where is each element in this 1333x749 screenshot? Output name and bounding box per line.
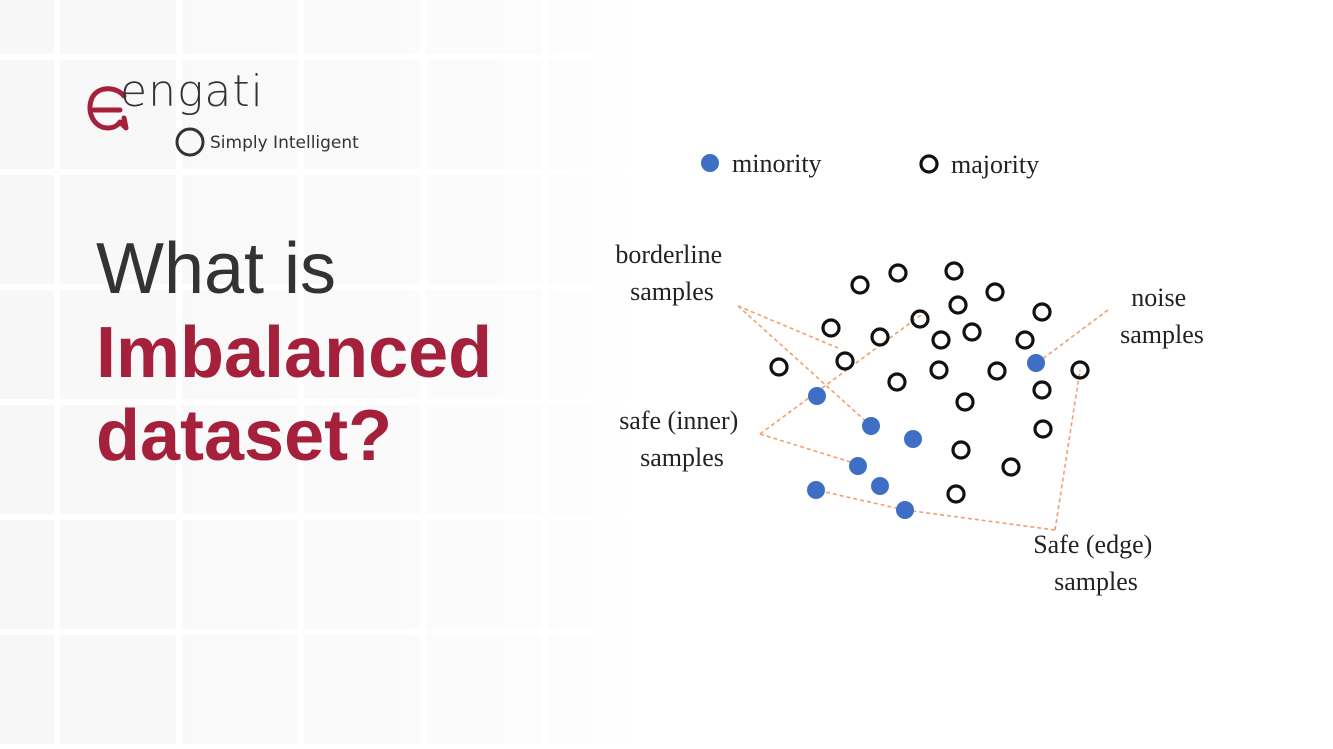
legend-majority-label: majority xyxy=(951,150,1039,179)
label-borderline: borderline samples xyxy=(615,240,728,306)
headline-line-2: Imbalanced xyxy=(96,312,493,393)
label-noise-line1: noise xyxy=(1131,283,1186,312)
engati-logo: engati Simply Intelligent xyxy=(86,70,386,166)
chat-bubble-icon xyxy=(87,86,129,131)
page-headline: What is Imbalanced dataset? xyxy=(96,229,493,477)
imbalanced-dataset-diagram: minority majority xyxy=(615,149,1204,596)
majority-points xyxy=(769,261,1090,504)
label-noise: noise samples xyxy=(1120,283,1204,349)
logo-wordmark: engati xyxy=(120,66,264,117)
label-safe-inner: safe (inner) samples xyxy=(619,406,745,472)
headline-line-3: dataset? xyxy=(96,396,393,477)
label-borderline-line2: samples xyxy=(630,277,714,306)
headline-line-1: What is xyxy=(96,229,337,309)
logo-tagline: Simply Intelligent xyxy=(210,133,359,153)
logo-ring-icon xyxy=(175,127,205,157)
label-safe-edge-line1: Safe (edge) xyxy=(1033,530,1152,559)
label-noise-line2: samples xyxy=(1120,320,1204,349)
label-borderline-line1: borderline xyxy=(615,240,722,269)
legend-minority-marker xyxy=(701,154,719,172)
legend-minority-label: minority xyxy=(732,149,822,178)
label-safe-inner-line1: safe (inner) xyxy=(619,406,738,435)
leader-lines xyxy=(737,305,1109,531)
label-safe-edge: Safe (edge) samples xyxy=(1033,530,1159,596)
label-safe-inner-line2: samples xyxy=(640,443,724,472)
legend-majority-marker xyxy=(919,154,939,174)
minority-points xyxy=(807,354,1045,519)
label-safe-edge-line2: samples xyxy=(1054,567,1138,596)
